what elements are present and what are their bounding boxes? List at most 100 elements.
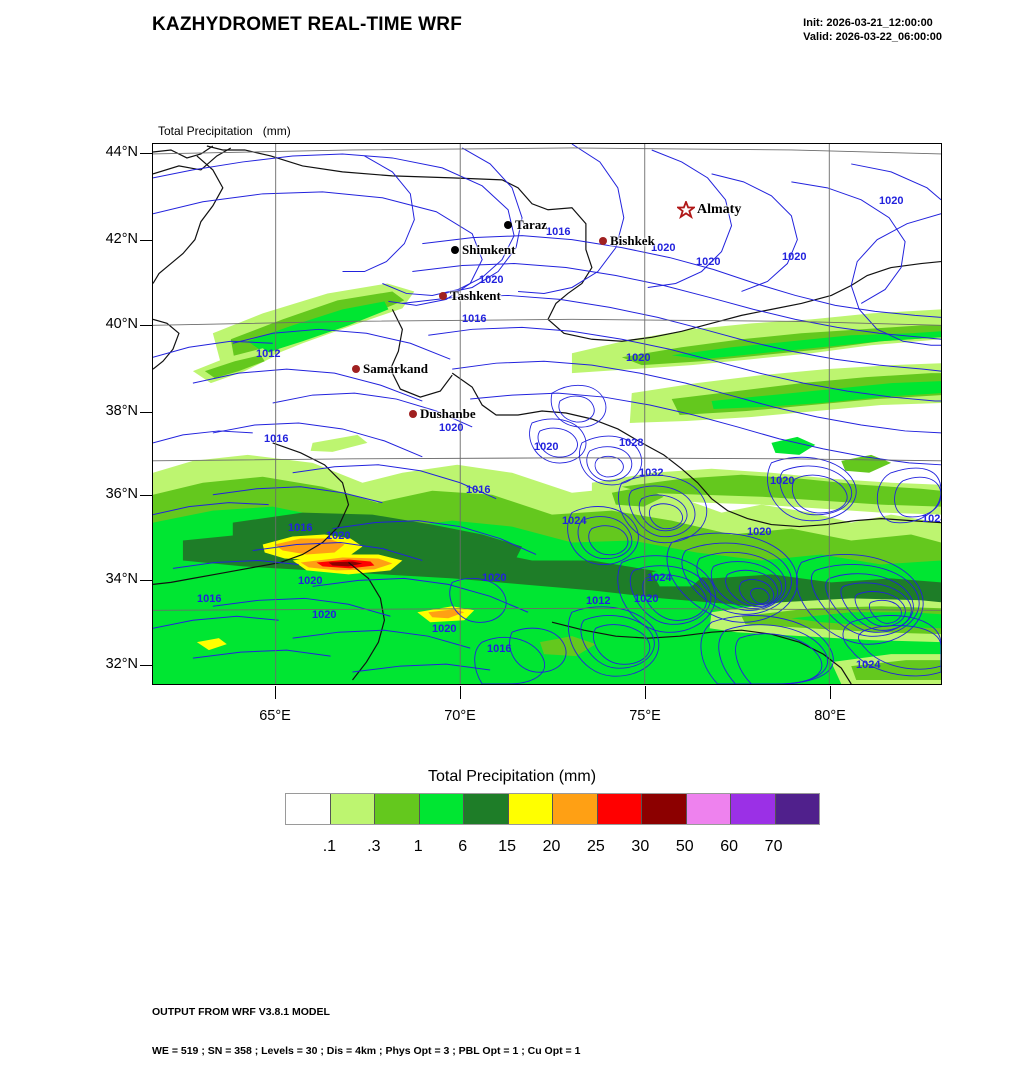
colorbar-swatch-6[interactable] <box>552 794 597 824</box>
colorbar-tick-6: 6 <box>458 838 468 855</box>
lat-tick-label-42: 42°N <box>105 231 138 247</box>
pressure-contour-label: 1012 <box>256 348 281 360</box>
pressure-contour-label: 1032 <box>639 467 664 479</box>
pressure-contour-label: 1016 <box>487 643 512 655</box>
pressure-contour-label: 1020 <box>312 609 337 621</box>
pressure-contour-label: 1016 <box>197 593 222 605</box>
precip-shading-nw <box>192 283 415 452</box>
colorbar-swatch-10[interactable] <box>730 794 775 824</box>
lat-tick-38 <box>140 412 153 414</box>
pressure-contour-label: 1020 <box>298 575 323 587</box>
colorbar-title: Total Precipitation (mm) <box>427 768 597 785</box>
lat-tick-42 <box>140 240 153 242</box>
lat-tick-label-44: 44°N <box>105 144 138 160</box>
city-label-samarkand: Samarkand <box>363 361 429 376</box>
colorbar-tick-60: 60 <box>720 838 739 855</box>
colorbar-swatch-5[interactable] <box>507 794 552 824</box>
pressure-contour-label: 1028 <box>619 437 644 449</box>
colorbar-swatch-11[interactable] <box>774 794 819 824</box>
pressure-contour-label: 1016 <box>288 522 313 534</box>
city-label-tashkent: Tashkent <box>450 288 501 303</box>
city-marker-dot-bishkek <box>599 237 607 245</box>
lon-tick-80 <box>830 686 832 699</box>
page-title: KAZHYDROMET REAL-TIME WRF <box>152 14 463 35</box>
colorbar-swatch-4[interactable] <box>463 794 508 824</box>
pressure-contour-label: 1020 <box>651 242 676 254</box>
pressure-contour-label: 1020 <box>747 526 772 538</box>
lon-tick-65 <box>275 686 277 699</box>
lat-tick-36 <box>140 495 153 497</box>
map-plot-area[interactable]: 1020 1016 1020 1020 1020 1020 1016 1012 1020 1020… <box>152 143 942 685</box>
colorbar-tick-.1: .1 <box>322 838 337 855</box>
pressure-contour-label: 1020 <box>696 256 721 268</box>
lon-tick-label-65: 65°E <box>259 708 291 724</box>
colorbar-tick-1: 1 <box>413 838 423 855</box>
country-borders <box>153 145 941 684</box>
colorbar-tick-labels: .1 .3 1 6 15 20 25 30 50 60 70 <box>285 838 818 860</box>
valid-time-label: Valid: 2026-03-22_06:00:00 <box>803 31 942 43</box>
footer-line-1: OUTPUT FROM WRF V3.8.1 MODEL <box>152 1006 330 1018</box>
colorbar-swatch-3[interactable] <box>418 794 463 824</box>
lat-tick-40 <box>140 325 153 327</box>
map-canvas <box>153 144 941 684</box>
lat-tick-label-36: 36°N <box>105 486 138 502</box>
pressure-contour-label: 1020 <box>634 593 659 605</box>
lon-tick-label-70: 70°E <box>444 708 476 724</box>
colorbar-swatch-0[interactable] <box>286 794 330 824</box>
pressure-contour-label: 1020 <box>534 441 559 453</box>
city-marker-dot-taraz <box>504 221 512 229</box>
lon-tick-70 <box>460 686 462 699</box>
precip-core-heavy <box>196 512 523 651</box>
init-time-label: Init: 2026-03-21_12:00:00 <box>803 17 933 29</box>
pressure-contour-label: 1016 <box>264 433 289 445</box>
pressure-contours <box>153 144 941 684</box>
colorbar-swatch-7[interactable] <box>596 794 641 824</box>
city-label-almaty: Almaty <box>697 202 742 217</box>
lon-tick-label-80: 80°E <box>814 708 846 724</box>
pressure-contour-label: 1024 <box>647 572 672 584</box>
lat-tick-34 <box>140 580 153 582</box>
pressure-contour-label: 1016 <box>462 313 487 325</box>
colorbar[interactable] <box>285 793 820 825</box>
pressure-contour-label: 1020 <box>482 572 507 584</box>
colorbar-tick-.3: .3 <box>367 838 381 855</box>
colorbar-tick-20: 20 <box>542 838 561 855</box>
city-marker-dot-shimkent <box>451 246 459 254</box>
colorbar-swatch-9[interactable] <box>685 794 730 824</box>
lat-tick-44 <box>140 153 153 155</box>
pressure-contour-label: 1020 <box>326 530 351 542</box>
lon-tick-75 <box>645 686 647 699</box>
colorbar-swatch-1[interactable] <box>329 794 374 824</box>
lat-tick-32 <box>140 665 153 667</box>
lon-tick-label-75: 75°E <box>629 708 661 724</box>
map-graticule <box>153 144 941 684</box>
field-precip-label: Total Precipitation (mm) <box>158 124 291 138</box>
colorbar-swatch-2[interactable] <box>374 794 419 824</box>
pressure-contour-label: 1020 <box>479 274 504 286</box>
pressure-contour-label: 1024 <box>922 513 941 525</box>
pressure-contour-label: 1012 <box>586 595 611 607</box>
lat-tick-label-32: 32°N <box>105 656 138 672</box>
city-label-bishkek: Bishkek <box>610 233 655 248</box>
model-info-footer: OUTPUT FROM WRF V3.8.1 MODEL WE = 519 ; … <box>152 980 580 1071</box>
city-label-dushanbe: Dushanbe <box>420 406 476 421</box>
pressure-contour-label: 1020 <box>782 251 807 263</box>
contour-label-layer: 1020 1016 1020 1020 1020 1020 1016 1012 1020 1020… <box>153 144 941 684</box>
pressure-contour-label: 1020 <box>879 195 904 207</box>
lat-tick-label-38: 38°N <box>105 403 138 419</box>
pressure-contour-label: 1020 <box>770 475 795 487</box>
colorbar-swatch-8[interactable] <box>641 794 686 824</box>
pressure-contour-label: 1016 <box>546 226 571 238</box>
city-label-shimkent: Shimkent <box>462 242 516 257</box>
city-marker-star-almaty <box>675 199 697 220</box>
city-marker-dot-samarkand <box>352 365 360 373</box>
lat-tick-label-34: 34°N <box>105 571 138 587</box>
pressure-contour-label: 1020 <box>432 623 457 635</box>
pressure-contour-label: 1020 <box>626 352 651 364</box>
pressure-contour-label: 1024 <box>856 659 881 671</box>
city-marker-dot-dushanbe <box>409 410 417 418</box>
city-label-taraz: Taraz <box>515 217 548 232</box>
precip-scattered <box>452 436 892 657</box>
city-marker-dot-tashkent <box>439 292 447 300</box>
colorbar-tick-50: 50 <box>675 838 694 855</box>
